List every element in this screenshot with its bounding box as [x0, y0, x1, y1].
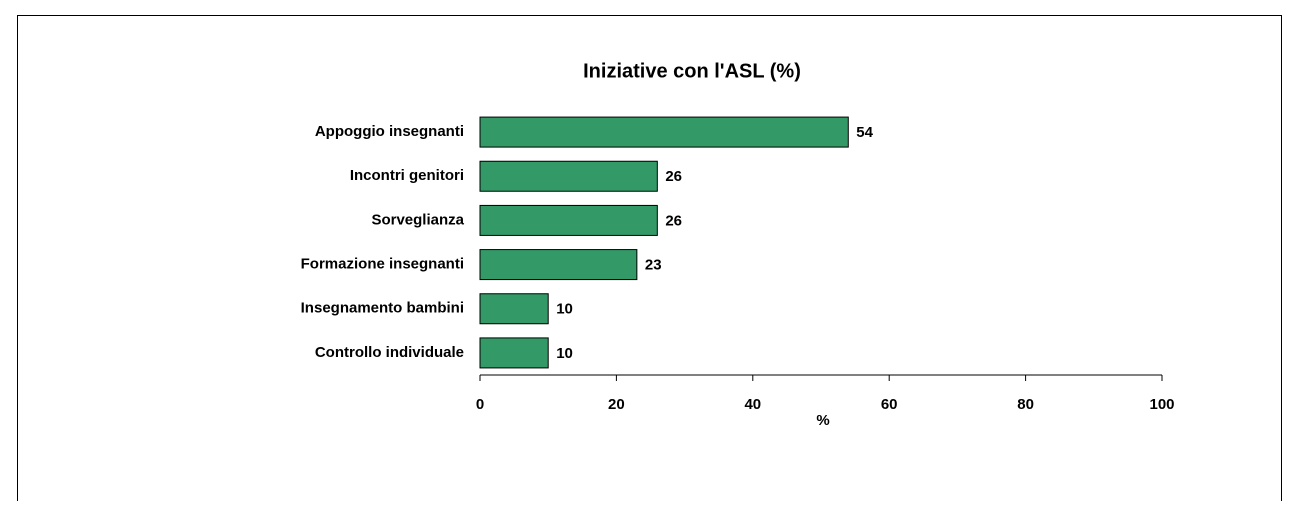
y-tick-label: Incontri genitori [350, 167, 464, 184]
bar [479, 293, 549, 325]
y-tick-label: Formazione insegnanti [301, 256, 464, 273]
bar [479, 249, 638, 281]
value-label: 10 [556, 301, 573, 318]
x-tick-label: 60 [881, 396, 898, 413]
x-tick-label: 40 [744, 396, 761, 413]
value-label: 54 [856, 124, 873, 141]
y-tick-label: Sorveglianza [371, 211, 464, 228]
bar [479, 116, 849, 148]
y-tick-label: Controllo individuale [315, 344, 464, 361]
value-label: 23 [645, 257, 662, 274]
chart-title: Iniziative con l'ASL (%) [583, 60, 801, 82]
bar [479, 337, 549, 369]
x-tick-label: 0 [476, 396, 484, 413]
bar [479, 204, 658, 236]
value-label: 26 [665, 212, 682, 229]
x-axis-label: % [816, 412, 829, 429]
value-label: 10 [556, 345, 573, 362]
value-label: 26 [665, 168, 682, 185]
x-tick-label: 80 [1017, 396, 1034, 413]
bar [479, 160, 658, 192]
x-tick-label: 100 [1149, 396, 1174, 413]
chart-frame [17, 15, 1282, 506]
y-tick-label: Appoggio insegnanti [315, 123, 464, 140]
x-tick-label: 20 [608, 396, 625, 413]
y-tick-label: Insegnamento bambini [301, 300, 464, 317]
